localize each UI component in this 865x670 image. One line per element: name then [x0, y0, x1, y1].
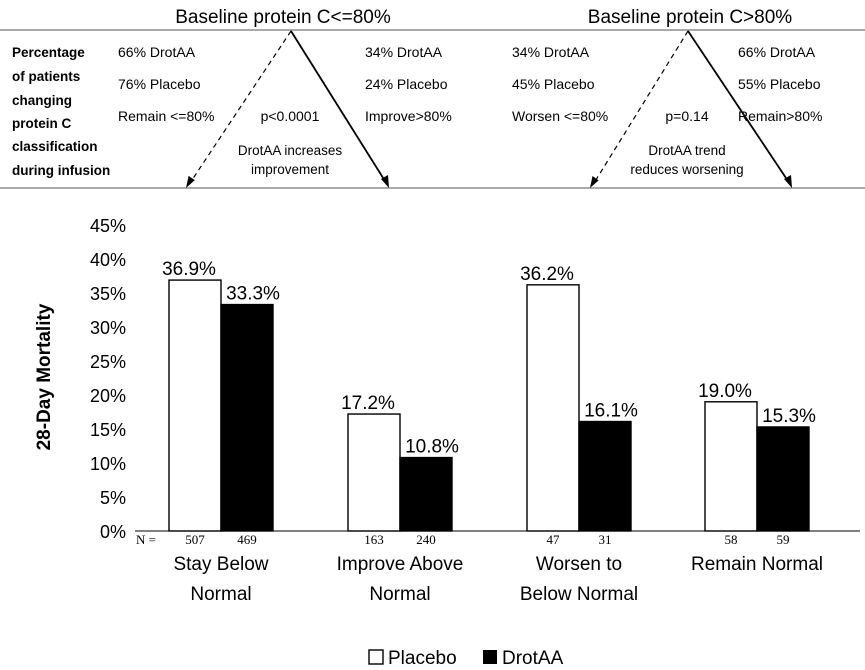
left-branch-a-line-1: 66% DrotAA	[118, 44, 196, 60]
left-branch-a-line-2: 76% Placebo	[118, 76, 201, 92]
left-branch-b-line-2: 24% Placebo	[365, 76, 448, 92]
value-label: 19.0%	[698, 381, 752, 402]
y-tick-label: 10%	[90, 454, 126, 474]
right-note-line-2: reduces worsening	[630, 162, 743, 177]
bar-drotaa	[399, 456, 453, 532]
left-note-line-1: DrotAA increases	[238, 143, 343, 158]
legend: Placebo DrotAA	[368, 648, 564, 669]
n-label: 58	[725, 532, 738, 547]
y-tick-label: 0%	[100, 522, 126, 542]
n-label: 47	[547, 532, 561, 547]
right-note-line-1: DrotAA trend	[648, 143, 725, 158]
right-arrow-dashed	[593, 30, 689, 184]
left-p-value: p<0.0001	[261, 108, 320, 124]
right-branch-a-line-2: 45% Placebo	[512, 76, 595, 92]
value-label: 33.3%	[226, 284, 280, 305]
right-arrow-solid-head	[784, 175, 792, 188]
left-arrow-solid	[290, 30, 386, 182]
bar-chart: 28-Day Mortality 0% 5% 10% 15% 20% 25% 30% 35% 4…	[34, 216, 860, 605]
value-labels: 36.9% 17.2% 36.2% 19.0% 33.3% 10.8% 16.1% 15.3%	[162, 259, 816, 457]
bar-placebo	[704, 401, 758, 532]
row-label-line-1: Percentage	[12, 45, 85, 60]
category-label: Remain Normal	[691, 554, 823, 575]
n-labels: N = 507 163 47 58 469 240 31 59	[136, 532, 790, 547]
y-ticks: 0% 5% 10% 15% 20% 25% 30% 35% 40% 45%	[90, 216, 126, 542]
category-label: Worsen to	[536, 554, 622, 575]
y-tick-label: 40%	[90, 250, 126, 270]
right-branch-b-line-1: 66% DrotAA	[738, 44, 816, 60]
n-label: 507	[185, 532, 205, 547]
value-label: 16.1%	[584, 401, 638, 422]
category-label: Improve Above	[337, 554, 464, 575]
row-label-line-6: during infusion	[12, 163, 110, 178]
row-label-line-3: changing	[12, 93, 72, 108]
right-branch-a-line-3: Worsen <=80%	[512, 108, 608, 124]
y-tick-label: 45%	[90, 216, 126, 236]
value-label: 10.8%	[405, 437, 459, 458]
row-label-line-2: of patients	[12, 69, 80, 84]
category-label: Below Normal	[520, 584, 638, 605]
left-arrow-dashed-head	[186, 175, 195, 188]
bar-drotaa	[756, 426, 810, 532]
bars	[168, 279, 810, 532]
legend-label-drotaa: DrotAA	[502, 648, 564, 669]
left-arrow-dashed	[189, 30, 292, 184]
left-branch-b-line-3: Improve>80%	[365, 108, 452, 124]
row-label-line-5: classification	[12, 139, 98, 154]
y-tick-label: 20%	[90, 386, 126, 406]
value-label: 36.2%	[520, 264, 574, 285]
n-label: 31	[599, 532, 612, 547]
right-arrow-dashed-head	[590, 176, 599, 188]
legend-swatch-placebo	[368, 649, 384, 665]
y-tick-label: 30%	[90, 318, 126, 338]
bar-placebo	[526, 284, 580, 532]
n-label: 469	[237, 532, 257, 547]
bar-placebo	[347, 413, 401, 532]
y-tick-label: 5%	[100, 488, 126, 508]
bar-placebo	[168, 279, 222, 532]
value-label: 17.2%	[341, 393, 395, 414]
category-label: Normal	[369, 584, 430, 605]
row-label-line-4: protein C	[12, 116, 71, 131]
left-group-title: Baseline protein C<=80%	[175, 7, 391, 28]
header-panel: Baseline protein C<=80% Baseline protein…	[0, 7, 865, 189]
right-arrow-solid	[687, 30, 789, 182]
n-prefix: N =	[136, 532, 156, 547]
left-branch-b-line-1: 34% DrotAA	[365, 44, 443, 60]
y-tick-label: 15%	[90, 420, 126, 440]
left-arrow-solid-head	[381, 175, 389, 188]
legend-swatch-drotaa	[483, 650, 497, 664]
right-p-value: p=0.14	[665, 108, 708, 124]
y-tick-label: 25%	[90, 352, 126, 372]
right-group-title: Baseline protein C>80%	[588, 7, 792, 28]
category-label: Stay Below	[173, 554, 268, 575]
y-tick-label: 35%	[90, 284, 126, 304]
bar-drotaa	[220, 303, 274, 532]
right-branch-b-line-3: Remain>80%	[738, 108, 822, 124]
right-branch-a-line-1: 34% DrotAA	[512, 44, 590, 60]
y-axis-label: 28-Day Mortality	[34, 303, 55, 450]
n-label: 240	[416, 532, 436, 547]
right-branch-b-line-2: 55% Placebo	[738, 76, 821, 92]
left-branch-a-line-3: Remain <=80%	[118, 108, 215, 124]
n-label: 59	[777, 532, 790, 547]
value-label: 36.9%	[162, 259, 216, 280]
bar-drotaa	[578, 420, 632, 532]
legend-label-placebo: Placebo	[388, 648, 457, 669]
category-label: Normal	[190, 584, 251, 605]
n-label: 163	[364, 532, 384, 547]
value-label: 15.3%	[762, 406, 816, 427]
category-labels: Stay Below Normal Improve Above Normal Worse…	[173, 554, 823, 605]
left-note-line-2: improvement	[251, 162, 329, 177]
